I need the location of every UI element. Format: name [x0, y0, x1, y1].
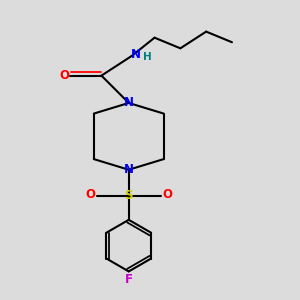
- Text: H: H: [143, 52, 152, 62]
- Text: N: N: [131, 48, 141, 61]
- Text: S: S: [124, 189, 133, 202]
- Text: O: O: [59, 69, 69, 82]
- Text: O: O: [85, 188, 95, 200]
- Text: N: N: [124, 96, 134, 110]
- Text: F: F: [125, 273, 133, 286]
- Text: N: N: [124, 163, 134, 176]
- Text: O: O: [162, 188, 172, 200]
